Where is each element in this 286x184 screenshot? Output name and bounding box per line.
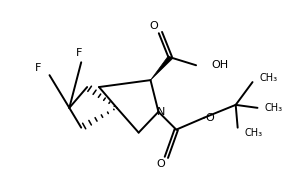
- Text: CH₃: CH₃: [259, 73, 278, 83]
- Text: F: F: [76, 48, 82, 58]
- Text: F: F: [34, 63, 41, 73]
- Polygon shape: [150, 56, 172, 80]
- Text: O: O: [206, 113, 214, 123]
- Text: CH₃: CH₃: [264, 103, 283, 113]
- Text: O: O: [156, 159, 165, 169]
- Text: CH₃: CH₃: [245, 128, 263, 138]
- Text: O: O: [149, 21, 158, 31]
- Text: OH: OH: [211, 60, 228, 70]
- Text: N: N: [157, 107, 166, 117]
